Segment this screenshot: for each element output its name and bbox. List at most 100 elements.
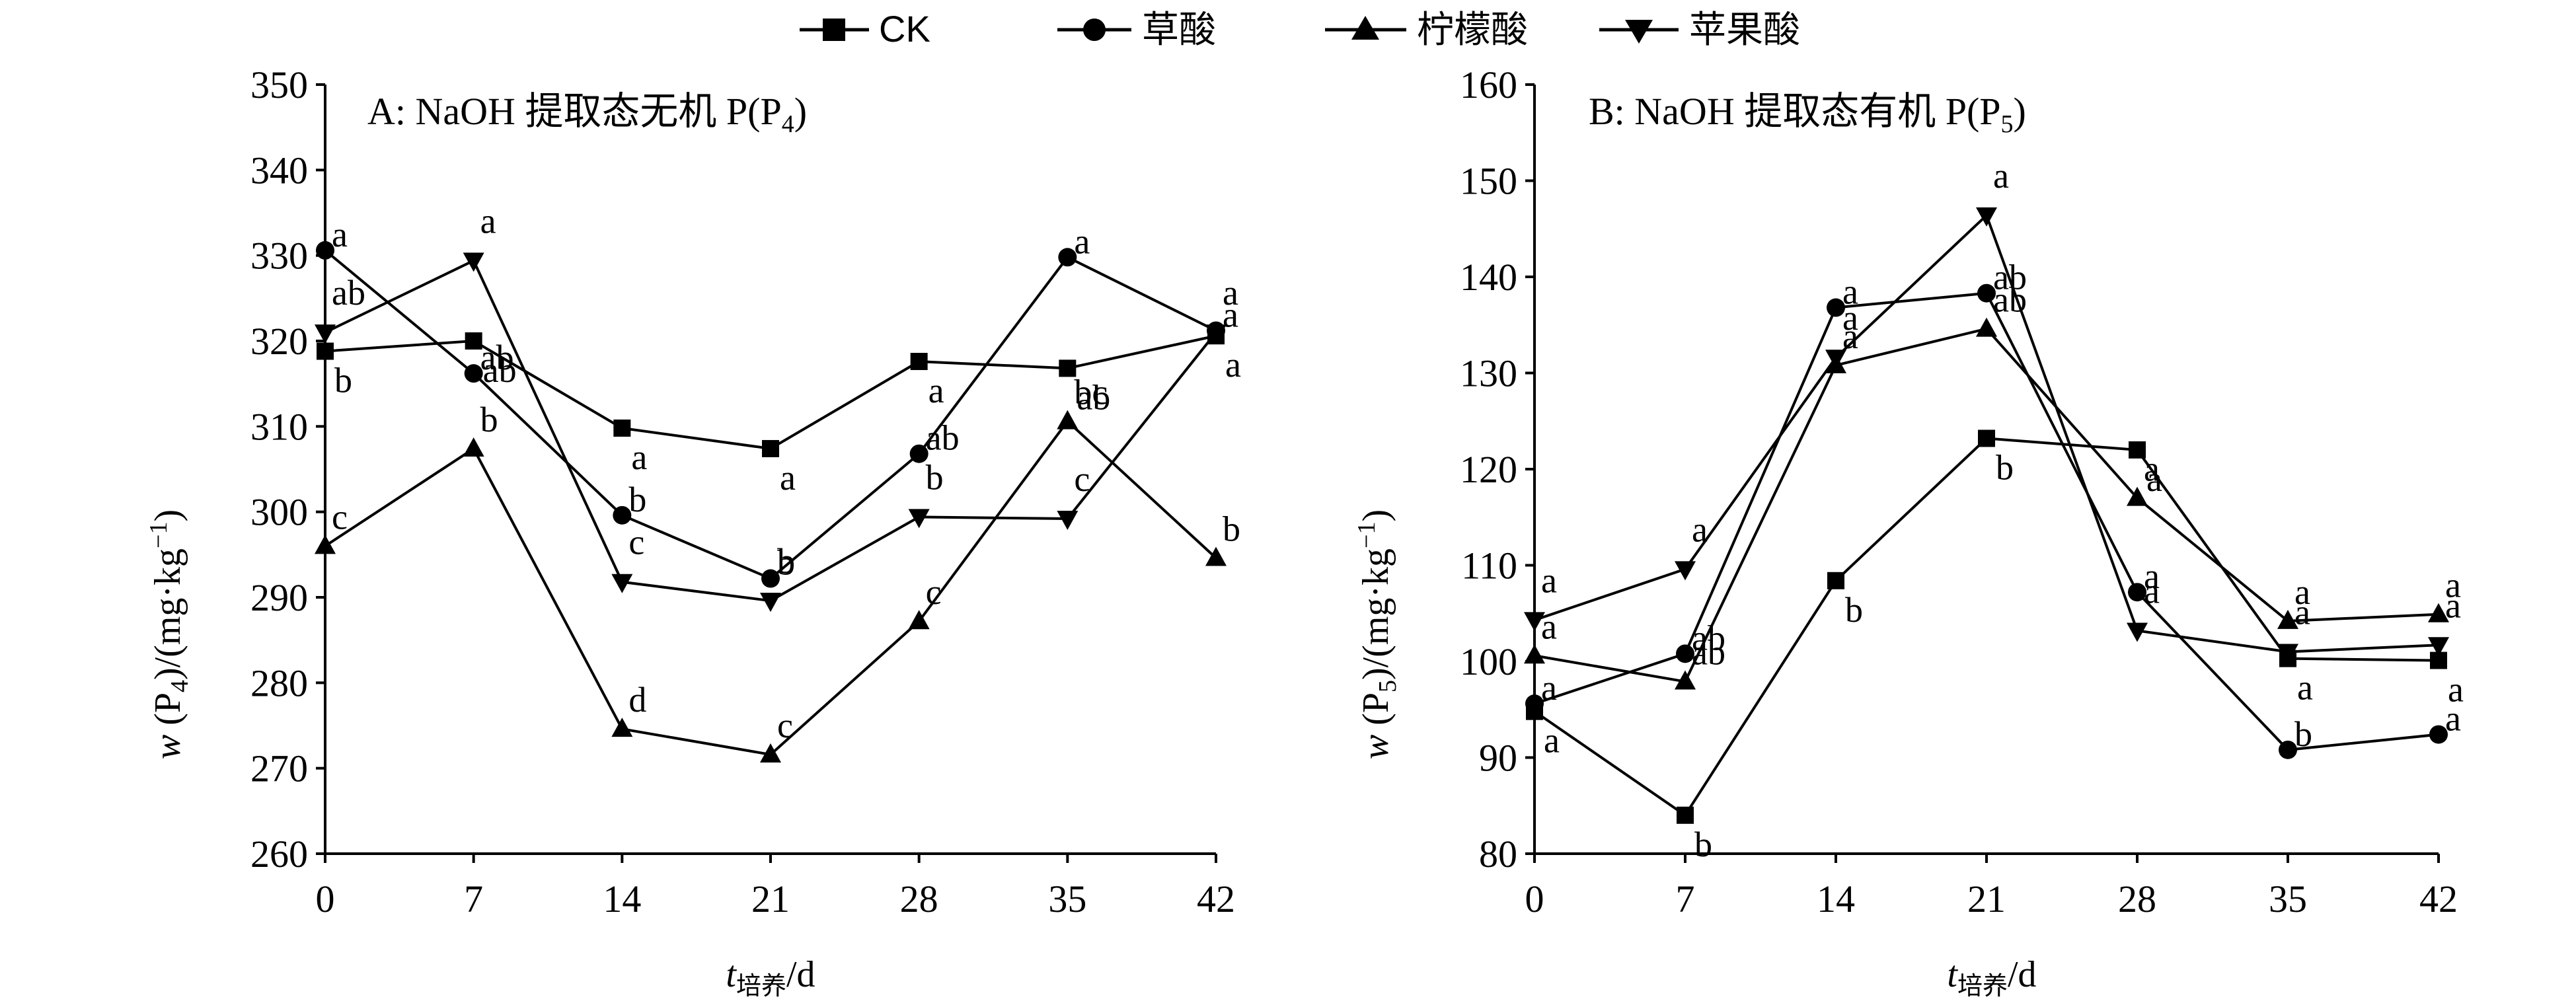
panel-a-data-label-oxalic: a (1074, 221, 1090, 261)
panel-b-data-label-malic: a (2144, 571, 2160, 611)
panel-b-x-tick-label: 7 (1676, 877, 1695, 920)
panel-a-point-citric (908, 610, 930, 630)
panel-b-data-label-ck: b (1694, 825, 1712, 864)
panel-a-y-tick-label: 290 (250, 576, 308, 619)
panel-a-data-label-malic: a (480, 201, 496, 241)
panel-b-x-tick-label: 35 (2269, 877, 2307, 920)
panel-a-point-malic (760, 593, 781, 613)
legend-triangle-down-marker (1625, 20, 1653, 44)
panel-b-y-tick-label: 90 (1479, 737, 1517, 780)
panel-a-data-label-oxalic: a (1223, 295, 1238, 334)
panel-b-data-label-oxalic: a (1541, 668, 1557, 708)
panel-a: A: NaOH 提取态无机 P(P4) w (P4)/(mg·kg−1) t培养… (145, 63, 1241, 1000)
legend: CK 草酸 柠檬酸 苹果酸 (800, 8, 1800, 50)
panel-b-y-axis-label: w (P5)/(mg·kg−1) (1353, 509, 1402, 759)
panel-b-x-tick-label: 14 (1817, 877, 1855, 920)
panel-b-data-label-oxalic: a (1842, 272, 1858, 312)
panel-a-point-ck (613, 419, 631, 437)
panel-b-point-malic (1675, 561, 1696, 581)
panel-b-point-citric (2127, 486, 2148, 506)
panel-a-point-citric (1205, 546, 1227, 566)
panel-a-point-ck (910, 353, 928, 371)
panel-b-point-ck (1677, 806, 1694, 824)
panel-a-data-label-malic: c (1074, 459, 1090, 499)
panel-a-data-label-ck: a (928, 371, 944, 410)
panel-b-data-label-malic: a (1692, 509, 1708, 549)
panel-b-point-malic (2127, 622, 2148, 642)
legend-square-marker (823, 19, 845, 41)
panel-b-y-tick-label: 120 (1460, 448, 1517, 491)
panel-a-x-tick-label: 35 (1048, 877, 1086, 920)
panel-a-point-oxalic (761, 569, 780, 588)
panel-a-point-malic (1205, 324, 1227, 344)
panel-b-data-label-malic: a (2445, 585, 2461, 625)
panel-a-data-label-ck: b (334, 361, 352, 400)
panel-b-point-malic (2277, 644, 2298, 663)
panel-a-data-label-malic: ab (332, 273, 365, 313)
panel-a-data-label-oxalic: b (628, 480, 646, 519)
legend-item-ck: CK (800, 8, 930, 50)
panel-a-data-label-citric: b (1223, 509, 1240, 549)
panel-b-data-label-oxalic: b (2294, 714, 2312, 754)
panel-a-data-label-citric: c (332, 497, 348, 537)
panel-b-data-label-oxalic: a (2144, 556, 2160, 596)
legend-item-oxalic: 草酸 (1057, 9, 1216, 50)
panel-a-point-citric (463, 437, 484, 457)
panel-b-y-tick-label: 150 (1460, 160, 1517, 203)
panel-a-data-label-ck: a (780, 458, 796, 498)
panel-b-data-label-malic: a (1541, 560, 1557, 600)
panel-b-point-oxalic (1977, 283, 1996, 303)
panel-a-point-oxalic (613, 505, 632, 525)
panel-a-point-malic (315, 324, 336, 344)
panel-b-x-axis-label: t培养/d (1947, 954, 2036, 1000)
panel-b-point-malic (1524, 612, 1545, 632)
panel-b-point-oxalic (1676, 644, 1694, 663)
panel-b-data-label-ck: a (2146, 459, 2162, 499)
panel-a-point-ck (465, 332, 482, 350)
panel-a-data-label-malic: a (1223, 273, 1238, 313)
panel-a-data-label-malic: c (628, 523, 644, 562)
panel-a-data-label-malic: b (777, 541, 795, 581)
panel-a-plot: 260 270 280 290 300 310 320 330 340 350 0 7 14 21 28 35… (250, 63, 1241, 920)
panel-b-point-oxalic (2429, 725, 2448, 744)
panel-a-y-tick-label: 300 (250, 491, 308, 534)
panel-b-point-malic (2428, 637, 2449, 657)
panel-a-point-citric (760, 743, 781, 763)
panel-b-data-label-ck: a (1544, 721, 1560, 761)
panel-b-point-oxalic (1525, 694, 1544, 714)
legend-label-ck: CK (879, 8, 930, 50)
panel-a-point-oxalic (1058, 248, 1077, 267)
panel-b-point-malic (1825, 350, 1846, 369)
panel-b-data-label-citric: ab (1692, 633, 1725, 673)
panel-a-data-label-citric: bc (1074, 373, 1108, 412)
panel-a-point-ck (317, 342, 334, 360)
panel-b-data-label-oxalic: a (2445, 699, 2461, 739)
panel-a-point-citric (611, 718, 633, 737)
panel-a-data-label-oxalic: b (777, 543, 795, 583)
panel-a-x-tick-label: 28 (900, 877, 938, 920)
panel-a-data-label-citric: d (628, 680, 646, 720)
panel-a-point-ck (762, 439, 779, 457)
panel-b-data-label-ck: b (1845, 590, 1863, 630)
panel-a-data-label-ck: ab (1077, 377, 1110, 417)
panel-a-x-tick-label: 7 (464, 877, 483, 920)
panel-b-point-citric (1675, 670, 1696, 690)
panel-a-y-tick-label: 340 (250, 149, 308, 192)
panel-b-y-tick-label: 160 (1460, 63, 1517, 106)
panel-b-point-citric (1976, 317, 1997, 337)
panel-b-point-citric (1524, 644, 1545, 664)
panel-b-y-tick-label: 80 (1479, 833, 1517, 875)
panel-a-x-tick-label: 42 (1197, 877, 1235, 920)
legend-circle-marker (1083, 19, 1106, 41)
legend-triangle-up-marker (1351, 16, 1379, 40)
panel-a-point-malic (1057, 511, 1079, 531)
panel-a-point-oxalic (909, 444, 928, 463)
panel-b-point-malic (1976, 207, 1997, 227)
panel-a-y-axis-label: w (P4)/(mg·kg−1) (145, 509, 194, 759)
panel-a-point-malic (908, 509, 930, 529)
panel-a-data-label-oxalic: ab (926, 418, 960, 458)
panel-b-y-tick-label: 110 (1461, 544, 1517, 587)
